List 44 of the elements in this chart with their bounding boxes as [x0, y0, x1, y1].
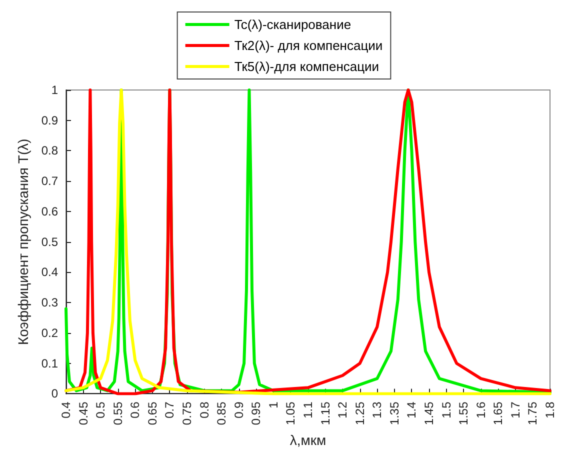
x-tick-label: 0.8 — [197, 401, 212, 418]
x-tick-label: 1.2 — [336, 401, 350, 418]
x-tick-label: 0.95 — [249, 401, 264, 426]
legend-label: Тк2(λ)- для компенсации — [234, 38, 383, 53]
y-tick-label: 0.2 — [41, 326, 58, 340]
x-tick-label: 1.05 — [284, 401, 298, 426]
x-tick-label: 1.35 — [387, 401, 402, 426]
x-tick-label: 0.6 — [128, 401, 142, 418]
x-tick-label: 1.7 — [508, 401, 522, 418]
x-tick-label: 0.9 — [232, 401, 246, 418]
x-tick-label: 1.1 — [301, 401, 315, 418]
y-tick-label: 0.3 — [41, 296, 58, 310]
x-tick-label: 0.85 — [214, 401, 229, 426]
y-tick-label: 0.7 — [41, 174, 58, 188]
y-axis-title: Коэффициент пропускания T(λ) — [15, 138, 31, 346]
y-tick-label: 0.8 — [41, 144, 58, 158]
x-tick-label: 0.65 — [145, 401, 160, 426]
y-tick-label: 0.5 — [41, 234, 58, 249]
x-tick-label: 0.45 — [76, 401, 90, 426]
x-tick-label: 1.25 — [352, 401, 367, 426]
x-tick-label: 1.55 — [456, 401, 471, 426]
x-tick-label: 1.4 — [404, 401, 419, 418]
y-tick-label: 0.4 — [41, 265, 58, 280]
x-tick-label: 0.55 — [110, 401, 125, 426]
x-tick-label: 1.5 — [439, 401, 454, 418]
y-tick-label: 0 — [51, 386, 58, 401]
x-tick-label: 1.3 — [370, 401, 384, 418]
x-axis-title: λ,мкм — [290, 432, 326, 448]
y-tick-label: 1 — [51, 83, 58, 97]
x-tick-label: 0.75 — [180, 401, 194, 426]
x-tick-label: 1.75 — [526, 401, 540, 426]
x-tick-label: 0.5 — [94, 401, 108, 418]
y-tick-label: 0.9 — [41, 113, 58, 128]
x-tick-label: 1.6 — [474, 401, 488, 418]
legend-label: Tc(λ)-сканирование — [234, 17, 352, 32]
x-tick-label: 1.15 — [318, 401, 332, 426]
x-tick-label: 1.8 — [543, 401, 557, 418]
y-tick-label: 0.1 — [41, 356, 58, 370]
x-tick-label: 1 — [266, 401, 280, 408]
legend-label: Тк5(λ)-для компенсации — [234, 59, 380, 74]
x-tick-label: 1.45 — [422, 401, 436, 426]
x-tick-label: 0.7 — [162, 401, 177, 418]
x-tick-label: 1.65 — [491, 401, 506, 426]
y-tick-label: 0.6 — [41, 204, 58, 218]
